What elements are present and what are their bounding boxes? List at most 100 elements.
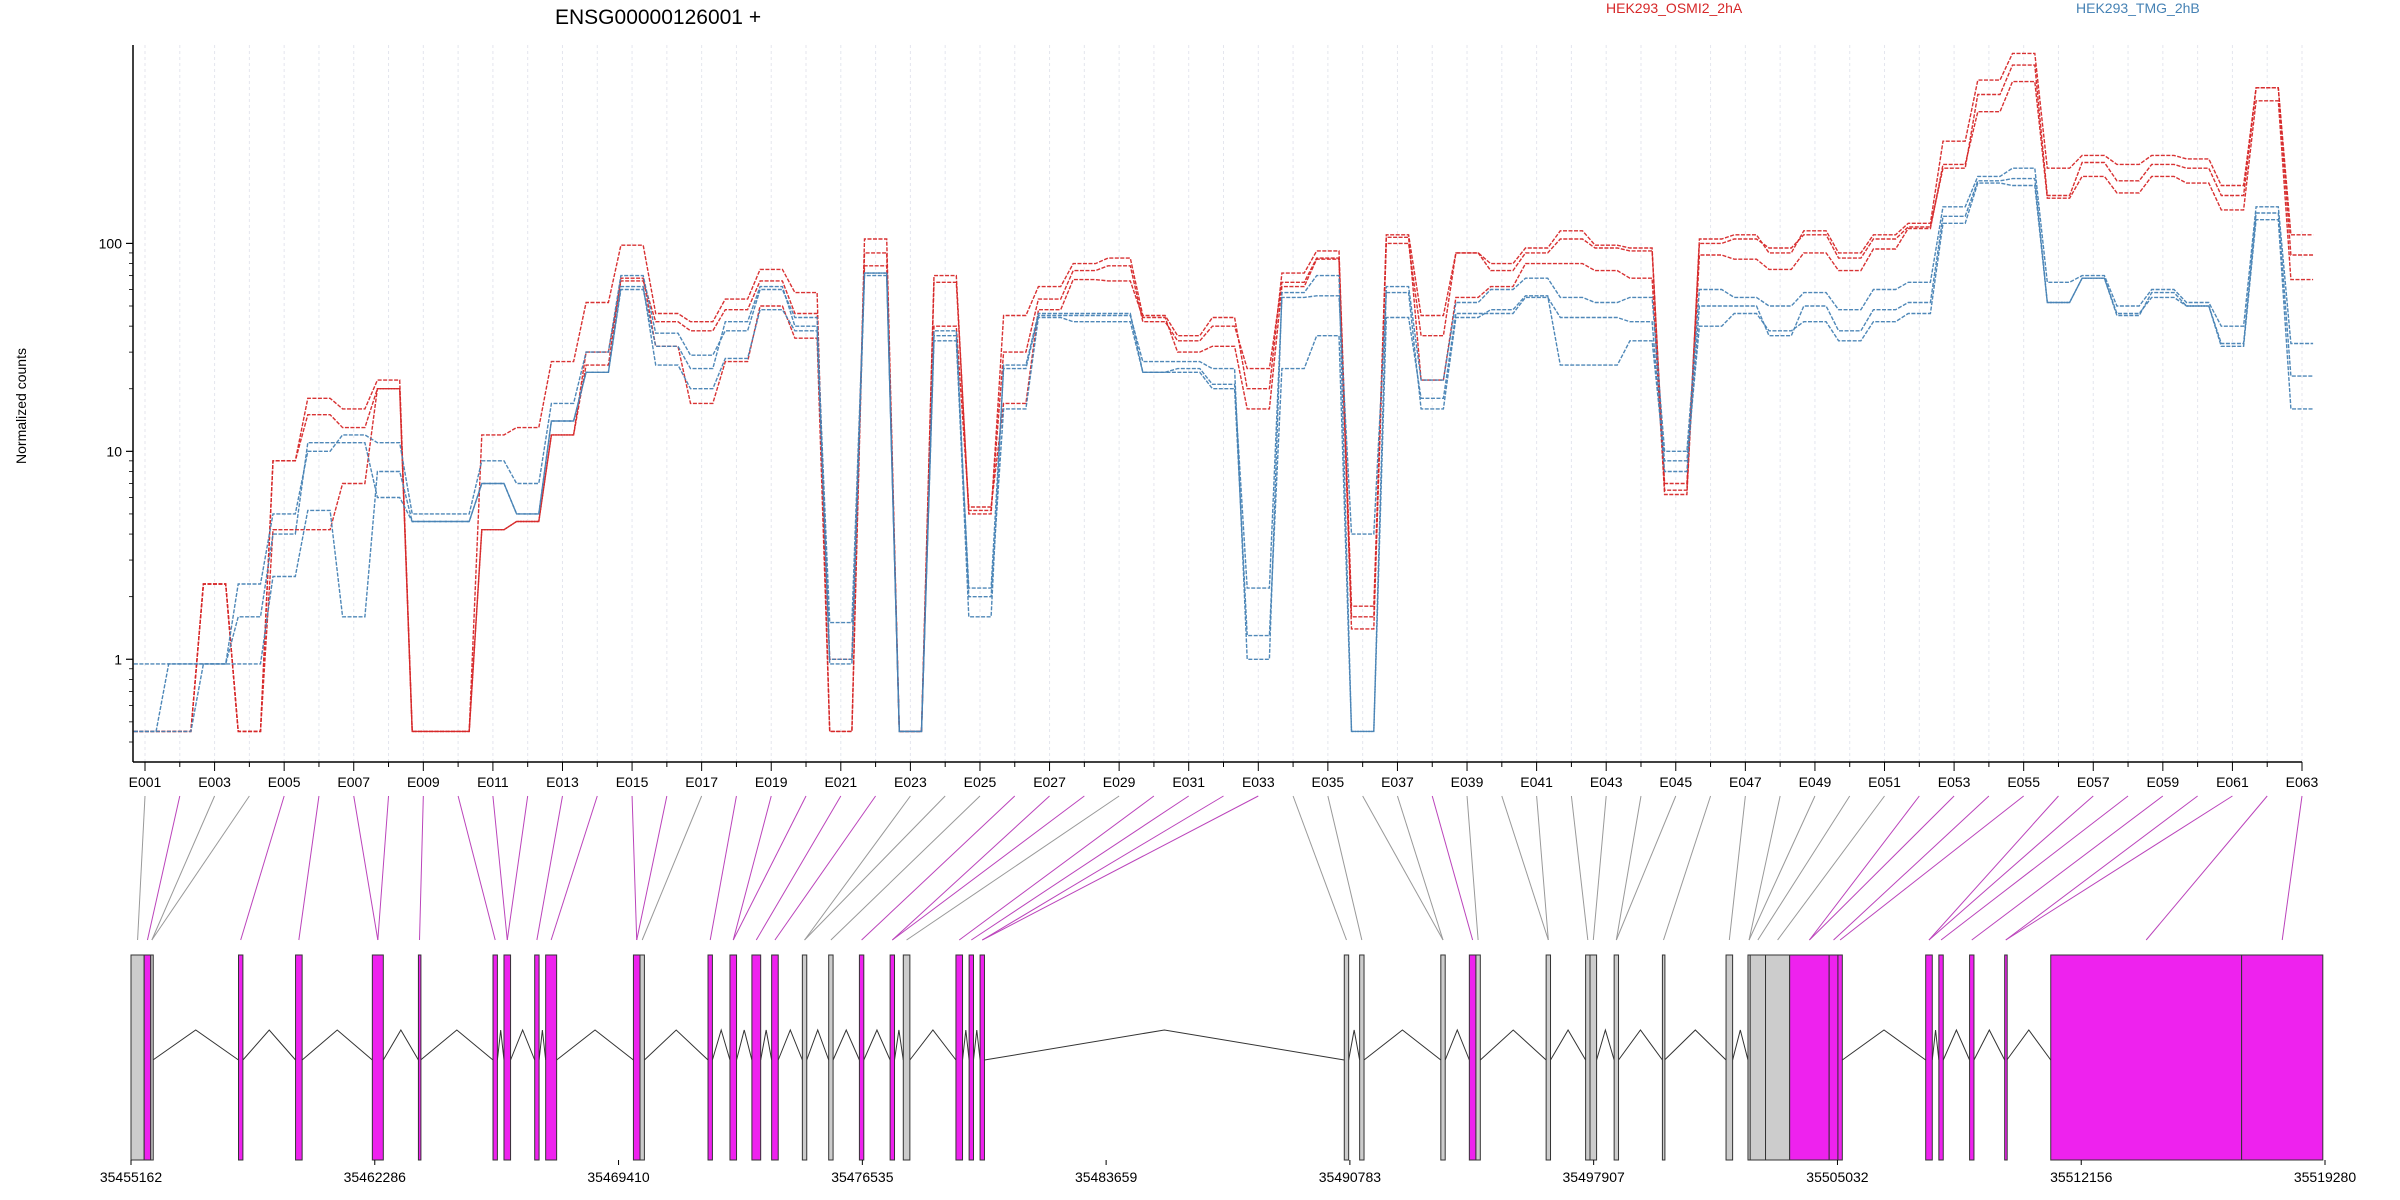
connector-E031 [971,795,1189,941]
intron-7 [420,1029,494,1061]
connector-E019 [732,795,772,941]
x-tick-label-E001: E001 [129,774,162,790]
gene-model-track: 35455162 35462286 35469410 35476535 35483659… [100,954,2356,1185]
connector-E040 [1501,795,1549,941]
connector-E011 [492,795,508,941]
x-tick-label-E035: E035 [1312,774,1345,790]
connector-E033 [982,795,1259,941]
connector-E061 [2005,795,2233,941]
connector-E029 [906,795,1120,941]
y-axis-label: Normalized counts [13,348,29,464]
connector-E034 [1292,795,1347,941]
genomic-tick-label-35483659: 35483659 [1075,1169,1138,1185]
intron-34 [1618,1029,1663,1061]
connector-E054 [1833,795,1990,941]
connector-E006 [298,795,320,941]
series-tmg-lines [133,167,2314,733]
intron-46 [2006,1029,2052,1061]
exon-box-19 [828,954,834,1161]
exon-box-27 [1359,954,1365,1161]
intron-8 [496,1029,505,1061]
y-tick-label-100: 100 [99,235,123,251]
connector-E056 [1928,795,2059,941]
intron-14 [711,1028,731,1061]
intron-13 [644,1029,709,1061]
x-axis-ticks: E001 E003 E005 E007 E009 E011 E013 E015 E017 E019… [129,762,2319,790]
x-tick-label-E045: E045 [1659,774,1692,790]
x-tick-label-E061: E061 [2216,774,2249,790]
exon-box-23 [955,954,964,1161]
intron-24 [972,1029,981,1061]
exon-box-31 [1545,954,1552,1161]
exon-box-15 [729,954,738,1161]
connector-E005 [240,795,285,941]
x-tick-label-E063: E063 [2286,774,2319,790]
connector-E042 [1570,795,1589,941]
exon-box-47 [2050,954,2243,1161]
exon-box-22 [902,954,911,1161]
x-tick-label-E023: E023 [894,774,927,790]
connector-E022 [774,795,877,941]
exon-box-14 [707,954,713,1161]
intron-22 [909,1029,957,1061]
connector-E047 [1728,795,1746,941]
x-tick-label-E009: E009 [407,774,440,790]
intron-3 [152,1029,239,1061]
x-tick-label-E003: E003 [198,774,231,790]
exon-box-5 [295,954,303,1161]
connector-E030 [958,795,1155,941]
connector-E012 [506,795,529,941]
connector-E025 [830,795,981,941]
connector-E014 [550,795,598,941]
connector-E049 [1748,795,1816,941]
genomic-tick-label-35469410: 35469410 [587,1169,650,1185]
y-tick-label-1: 1 [114,651,122,667]
osmi2-replicate-3 [133,80,2314,733]
intron-36 [1732,1029,1749,1061]
y-axis-ticks: 1 10 100 [99,235,133,743]
intron-19 [832,1028,860,1061]
x-tick-label-E049: E049 [1799,774,1832,790]
legend-entry-osmi2: HEK293_OSMI2_2hA [1606,0,1743,16]
exon-box-43 [1925,954,1933,1161]
x-tick-label-E021: E021 [824,774,857,790]
intron-6 [382,1029,419,1061]
connector-E003 [151,795,216,941]
exon-box-33 [1589,954,1598,1161]
intron-42 [1842,1029,1926,1061]
connector-E008 [377,795,390,941]
x-tick-label-E039: E039 [1451,774,1484,790]
intron-18 [806,1028,830,1061]
exon-box-10 [534,954,540,1161]
series-osmi2-lines [133,52,2314,733]
x-tick-label-E057: E057 [2077,774,2110,790]
connector-E052 [1809,795,1920,941]
intron-45 [1973,1028,2006,1061]
connector-E024 [804,795,946,941]
exon-box-45 [1969,954,1975,1161]
intron-17 [777,1028,803,1061]
exon-box-35 [1661,954,1666,1161]
exon-box-8 [492,954,498,1161]
connector-E037 [1396,795,1444,941]
connector-E023 [804,795,911,941]
osmi2-replicate-1 [133,52,2314,733]
connector-E015 [631,795,638,941]
exon-box-38 [1749,954,1767,1161]
connector-E026 [861,795,1016,941]
osmi2-replicate-2 [133,64,2314,733]
connector-E051 [1777,795,1885,941]
intron-27 [1363,1029,1442,1061]
exon-box-34 [1613,954,1620,1161]
x-tick-label-E041: E041 [1520,774,1553,790]
connector-E060 [2005,795,2198,941]
connector-E039 [1466,795,1479,941]
connector-E018 [709,795,737,941]
exon-box-7 [417,954,422,1161]
intron-4 [242,1029,296,1061]
exon-box-9 [503,954,512,1161]
intron-11 [556,1029,634,1061]
